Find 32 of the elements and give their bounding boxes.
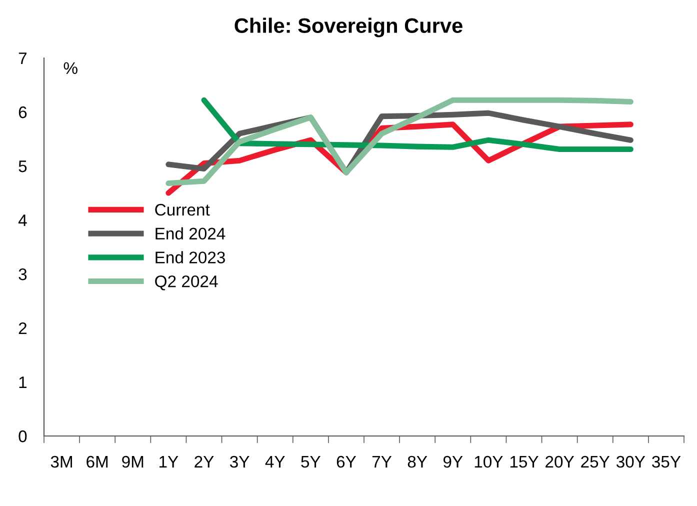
x-tick-label: 3M bbox=[50, 456, 72, 468]
y-tick-label: 4 bbox=[18, 214, 27, 226]
chart-title: Chile: Sovereign Curve bbox=[234, 18, 462, 38]
x-tick-label: 30Y bbox=[616, 456, 646, 468]
x-tick-label: 2Y bbox=[194, 456, 214, 468]
x-tick-label: 35Y bbox=[652, 456, 681, 468]
x-tick-label: 1Y bbox=[160, 456, 178, 468]
x-tick-label: 9Y bbox=[443, 456, 463, 468]
legend-label: End 2024 bbox=[156, 227, 226, 240]
x-tick-label: 3Y bbox=[230, 456, 250, 468]
y-tick-label: 7 bbox=[18, 52, 26, 64]
legend-label: End 2023 bbox=[156, 251, 225, 264]
x-tick-label: 6M bbox=[86, 456, 108, 468]
x-tick-label: 6Y bbox=[336, 456, 356, 468]
x-tick-label: 5Y bbox=[301, 456, 320, 468]
x-tick-label: 25Y bbox=[581, 456, 610, 468]
y-tick-label: 5 bbox=[18, 160, 27, 172]
y-tick-label: 3 bbox=[18, 268, 27, 280]
y-tick-label: 0 bbox=[18, 430, 27, 442]
y-tick-label: 1 bbox=[19, 376, 27, 388]
y-tick-label: 6 bbox=[18, 106, 27, 118]
y-axis-title: % bbox=[64, 62, 78, 74]
x-tick-label: 15Y bbox=[510, 456, 538, 468]
y-tick-label: 2 bbox=[18, 322, 26, 334]
x-tick-label: 10Y bbox=[474, 456, 503, 468]
legend-label: Q2 2024 bbox=[155, 275, 218, 290]
x-tick-label: 4Y bbox=[265, 456, 285, 468]
legend-label: Current bbox=[155, 204, 210, 216]
x-tick-label: 8Y bbox=[408, 456, 428, 468]
x-tick-label: 9M bbox=[122, 456, 144, 468]
x-tick-label: 20Y bbox=[546, 456, 574, 468]
x-tick-label: 7Y bbox=[372, 456, 392, 468]
